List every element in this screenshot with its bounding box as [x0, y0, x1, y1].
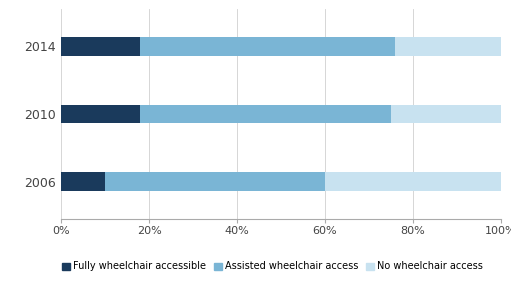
Bar [105, 172, 325, 191]
Bar [391, 105, 501, 123]
Bar [141, 105, 391, 123]
Bar [61, 105, 141, 123]
Bar [141, 37, 396, 56]
Bar [61, 37, 141, 56]
Bar [396, 37, 501, 56]
Bar [325, 172, 501, 191]
Bar [61, 172, 105, 191]
Legend: Fully wheelchair accessible, Assisted wheelchair access, No wheelchair access: Fully wheelchair accessible, Assisted wh… [62, 261, 483, 271]
